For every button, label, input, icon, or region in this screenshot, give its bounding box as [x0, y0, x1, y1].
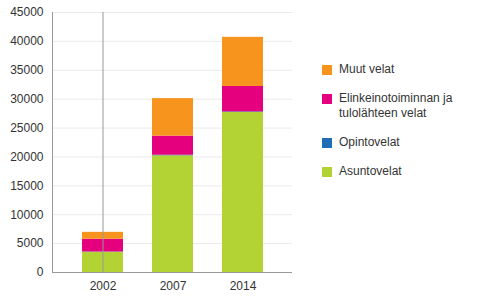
html-text:Opintovelat: Opintovelat: [339, 135, 400, 149]
svg-text:2002: 2002: [90, 279, 117, 293]
html-text:Asuntovelat: Asuntovelat: [339, 164, 402, 178]
svg-text:0: 0: [37, 265, 44, 279]
svg-text:2014: 2014: [230, 279, 257, 293]
svg-text:25000: 25000: [10, 121, 44, 135]
svg-text:20000: 20000: [10, 150, 44, 164]
svg-text:15000: 15000: [10, 179, 44, 193]
svg-text:2007: 2007: [160, 279, 187, 293]
svg-text:30000: 30000: [10, 92, 44, 106]
html-text:Muut velat: Muut velat: [339, 62, 395, 76]
html-text:Elinkeinotoiminnan ja tuloläht: Elinkeinotoiminnan ja tulolähteen velat: [339, 91, 453, 120]
svg-text:45000: 45000: [10, 5, 44, 19]
svg-text:5000: 5000: [17, 236, 44, 250]
svg-text:10000: 10000: [10, 208, 44, 222]
svg-text:40000: 40000: [10, 34, 44, 48]
svg-text:35000: 35000: [10, 63, 44, 77]
